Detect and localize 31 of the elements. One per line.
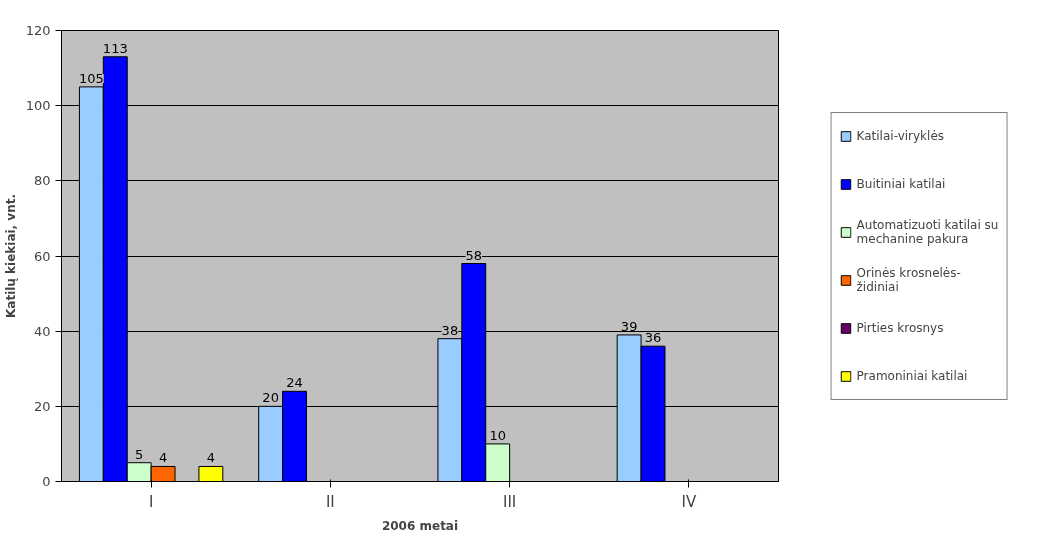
data-label: 4 (158, 450, 168, 466)
legend-label: Pirties krosnys (856, 319, 944, 337)
data-label: 39 (620, 318, 638, 334)
data-label: 36 (644, 330, 662, 346)
y-axis-title: Katilų kiekiai, vnt. (3, 193, 18, 319)
data-label: 58 (465, 247, 483, 263)
y-tick-label: 120 (25, 23, 51, 38)
data-label: 38 (441, 322, 459, 338)
x-axis-title: 2006 metai (381, 518, 459, 533)
y-tick-label: 60 (33, 248, 51, 264)
data-label: 5 (135, 446, 144, 462)
x-tick-label: II (325, 492, 335, 511)
data-label: 10 (489, 427, 506, 443)
data-label: 20 (262, 390, 279, 406)
y-tick-label: 40 (33, 323, 51, 339)
x-tick-label: I (148, 492, 154, 511)
x-tick-label: IV (681, 492, 697, 511)
y-tick-label: 0 (42, 474, 51, 489)
legend-label: Katilai-viryklės (856, 127, 945, 145)
y-tick-label: 20 (33, 398, 51, 414)
data-label: 105 (78, 70, 104, 86)
data-label: 24 (286, 375, 303, 391)
legend-label: Automatizuoti katilai su mechanine pakura (856, 216, 999, 247)
x-tick-label: III (502, 492, 517, 511)
legend-label: Orinės krosnelės-židiniai (856, 264, 961, 295)
data-label: 113 (102, 40, 128, 56)
legend-label: Buitiniai katilai (856, 175, 946, 193)
y-tick-label: 100 (25, 98, 51, 114)
legend-label: Pramoniniai katilai (856, 367, 968, 385)
y-tick-label: 80 (33, 173, 51, 189)
data-label: 4 (206, 450, 216, 466)
